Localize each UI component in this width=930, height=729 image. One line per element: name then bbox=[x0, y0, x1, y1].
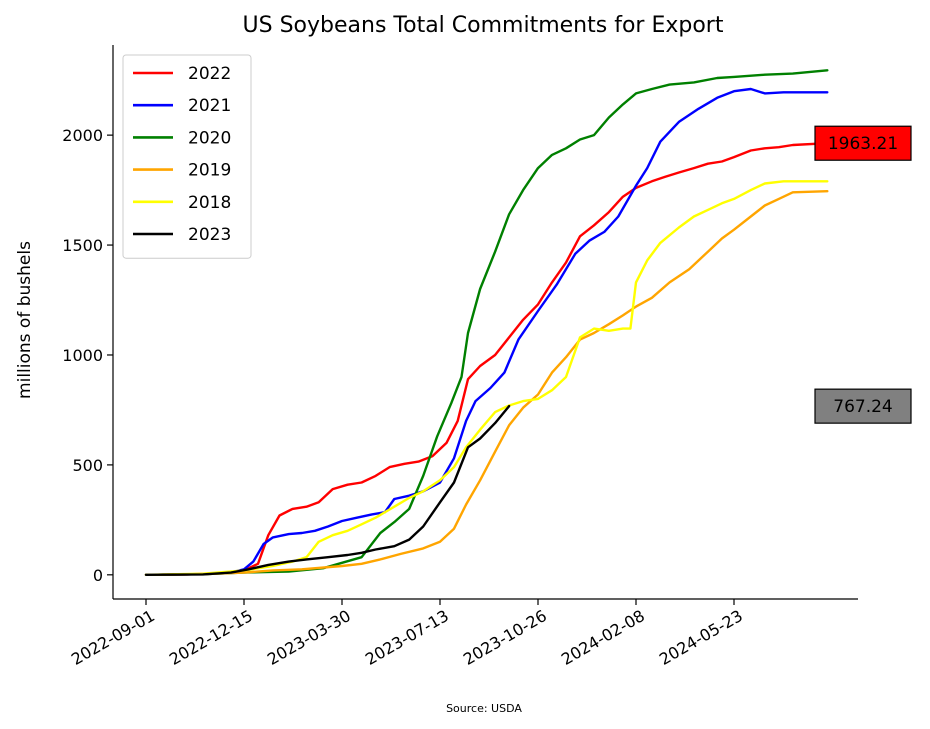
legend-label-2023: 2023 bbox=[188, 225, 231, 245]
value-box-label: 1963.21 bbox=[828, 134, 898, 154]
y-tick-label: 1500 bbox=[62, 236, 103, 255]
legend-box bbox=[122, 54, 252, 259]
source-note: Source: USDA bbox=[446, 702, 522, 715]
legend: 2022 2021 2020 2019 2018 2023 bbox=[122, 54, 252, 259]
x-tick-label: 2022-12-15 bbox=[166, 606, 256, 669]
legend-label-2022: 2022 bbox=[188, 64, 231, 84]
value-box bbox=[814, 388, 912, 424]
series-line-2020 bbox=[144, 69, 829, 576]
x-tick-label: 2023-03-30 bbox=[264, 606, 354, 669]
series-line-2018 bbox=[144, 180, 829, 576]
legend-label-2018: 2018 bbox=[188, 193, 231, 213]
series-line-2021 bbox=[144, 87, 829, 576]
legend-label-2021: 2021 bbox=[188, 96, 231, 116]
x-tick-label: 2023-10-26 bbox=[460, 606, 550, 669]
x-axis: 2022-09-01 2022-12-15 2023-03-30 2023-07-13… bbox=[68, 599, 746, 669]
chart-title: US Soybeans Total Commitments for Export bbox=[243, 13, 724, 38]
legend-label-2020: 2020 bbox=[188, 128, 231, 148]
y-tick-label: 1000 bbox=[62, 346, 103, 365]
y-tick-label: 0 bbox=[93, 566, 103, 585]
series-lines bbox=[144, 69, 829, 576]
series-line-2019 bbox=[144, 189, 829, 576]
y-axis: 0 500 1000 1500 2000 bbox=[62, 126, 113, 585]
x-tick-label: 2023-07-13 bbox=[362, 606, 452, 669]
value-box bbox=[814, 125, 912, 161]
x-tick-label: 2024-05-23 bbox=[656, 606, 746, 669]
y-tick-label: 500 bbox=[72, 456, 103, 475]
series-line-2023 bbox=[144, 404, 511, 576]
value-box-label: 767.24 bbox=[833, 397, 892, 417]
x-tick-label: 2024-02-08 bbox=[558, 606, 648, 669]
y-axis-label: millions of bushels bbox=[15, 241, 35, 399]
x-tick-label: 2022-09-01 bbox=[68, 606, 158, 669]
series-line-2022 bbox=[144, 141, 829, 576]
value-boxes: 1963.21 767.24 bbox=[814, 125, 912, 424]
y-tick-label: 2000 bbox=[62, 126, 103, 145]
legend-label-2019: 2019 bbox=[188, 161, 231, 181]
